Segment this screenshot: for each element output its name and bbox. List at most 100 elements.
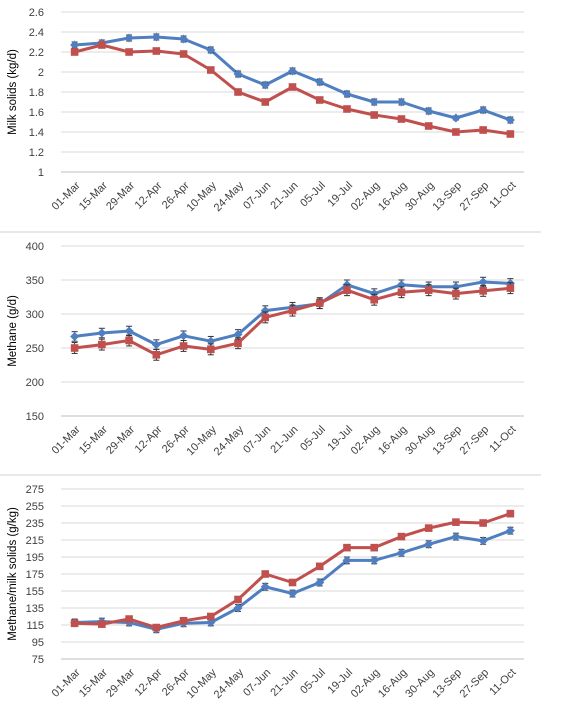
y-tick-label: 2.4 bbox=[29, 27, 44, 39]
data-point-diamond bbox=[424, 539, 434, 549]
data-point-square bbox=[479, 126, 487, 134]
x-tick-label: 05-Jul bbox=[298, 424, 328, 454]
data-point-diamond bbox=[478, 277, 488, 287]
x-tick-label: 27-Sep bbox=[458, 180, 492, 214]
y-tick-label: 155 bbox=[26, 586, 44, 598]
data-point-square bbox=[506, 130, 515, 138]
x-tick-label: 24-May bbox=[212, 666, 247, 701]
data-point-diamond bbox=[260, 80, 270, 90]
x-tick-label: 15-Mar bbox=[77, 179, 110, 212]
x-tick-label: 30-Aug bbox=[403, 424, 437, 458]
data-point-diamond bbox=[179, 331, 189, 341]
y-axis-label: Methane/milk solids (g/kg) bbox=[7, 507, 19, 641]
data-point-diamond bbox=[233, 603, 243, 613]
data-point-diamond bbox=[206, 45, 216, 55]
y-tick-label: 150 bbox=[26, 411, 44, 423]
x-tick-label: 07-Jun bbox=[241, 667, 273, 699]
data-point-diamond bbox=[70, 331, 80, 341]
data-point-diamond bbox=[97, 328, 107, 338]
data-point-square bbox=[234, 88, 242, 96]
data-point-square bbox=[98, 41, 106, 49]
y-tick-label: 1.6 bbox=[29, 107, 44, 119]
x-tick-label: 13-Sep bbox=[430, 667, 464, 701]
x-tick-label: 24-May bbox=[212, 423, 247, 458]
x-tick-label: 16-Aug bbox=[376, 180, 410, 214]
y-tick-label: 350 bbox=[26, 275, 44, 287]
x-tick-label: 12-Apr bbox=[133, 666, 165, 698]
y-tick-label: 400 bbox=[26, 241, 44, 253]
data-point-square bbox=[206, 612, 215, 621]
data-point-square bbox=[98, 620, 106, 628]
x-tick-label: 12-Apr bbox=[133, 179, 165, 211]
data-point-square bbox=[452, 128, 460, 136]
chart-panels: 11.21.41.61.822.22.42.601-Mar15-Mar29-Ma… bbox=[7, 7, 524, 701]
chart-3: 75 95 115 135 155 175 195 215 235 255 275 01-Mar15-… bbox=[7, 484, 524, 701]
data-point-square bbox=[125, 336, 133, 345]
y-tick-label: 195 bbox=[26, 552, 44, 564]
x-tick-label: 16-Aug bbox=[376, 667, 410, 701]
series-1 bbox=[70, 32, 515, 125]
series-line bbox=[74, 512, 511, 629]
x-tick-label: 02-Aug bbox=[349, 667, 383, 701]
data-point-square bbox=[152, 47, 161, 55]
y-tick-label: 115 bbox=[26, 620, 44, 632]
x-tick-label: 12-Apr bbox=[133, 423, 165, 455]
x-tick-label: 27-Sep bbox=[458, 424, 492, 458]
data-point-square bbox=[506, 509, 515, 518]
data-point-square bbox=[315, 299, 324, 307]
x-tick-label: 21-Jun bbox=[268, 424, 300, 456]
series-line bbox=[74, 286, 511, 357]
y-tick-label: 135 bbox=[26, 603, 44, 615]
data-point-diamond bbox=[342, 555, 352, 565]
y-tick-label: 75 bbox=[32, 654, 44, 666]
data-point-diamond bbox=[396, 97, 406, 107]
y-tick-label: 215 bbox=[26, 535, 44, 547]
x-tick-label: 11-Oct bbox=[487, 667, 518, 698]
data-point-square bbox=[261, 570, 270, 578]
data-point-diamond bbox=[478, 105, 488, 115]
data-point-square bbox=[343, 105, 351, 113]
data-point-square bbox=[452, 518, 460, 526]
y-tick-label: 2 bbox=[38, 67, 44, 79]
data-point-diamond bbox=[124, 33, 134, 43]
x-tick-label: 01-Mar bbox=[50, 666, 83, 699]
x-tick-label: 21-Jun bbox=[268, 667, 300, 699]
data-point-diamond bbox=[315, 578, 325, 587]
data-point-square bbox=[288, 306, 297, 315]
x-tick-label: 29-Mar bbox=[104, 666, 137, 699]
y-axis-label: Milk solids (kg/d) bbox=[7, 49, 19, 135]
x-tick-label: 01-Mar bbox=[50, 423, 83, 456]
data-point-diamond bbox=[478, 536, 488, 546]
data-point-diamond bbox=[233, 329, 243, 339]
data-point-diamond bbox=[70, 40, 80, 50]
data-point-square bbox=[343, 543, 351, 552]
data-point-square bbox=[288, 578, 297, 587]
series-2 bbox=[70, 509, 515, 632]
y-tick-label: 235 bbox=[26, 518, 44, 530]
y-axis-label: Methane (g/d) bbox=[7, 295, 19, 367]
data-point-square bbox=[506, 284, 515, 292]
x-tick-label: 02-Aug bbox=[349, 424, 383, 458]
x-tick-label: 05-Jul bbox=[298, 180, 328, 210]
x-tick-label: 16-Aug bbox=[376, 424, 410, 458]
data-point-square bbox=[261, 98, 270, 106]
data-point-diamond bbox=[260, 582, 270, 592]
y-tick-label: 255 bbox=[26, 501, 44, 513]
data-point-square bbox=[125, 615, 133, 623]
data-point-square bbox=[315, 562, 324, 571]
y-tick-label: 1.8 bbox=[29, 87, 44, 99]
y-tick-label: 1 bbox=[38, 167, 44, 179]
y-tick-label: 2.2 bbox=[29, 47, 44, 59]
data-point-square bbox=[152, 351, 161, 359]
x-tick-label: 01-Mar bbox=[50, 179, 83, 212]
data-point-diamond bbox=[260, 306, 270, 316]
data-point-square bbox=[261, 313, 270, 322]
data-point-square bbox=[370, 111, 379, 119]
data-point-square bbox=[397, 115, 406, 123]
data-point-square bbox=[424, 286, 433, 294]
data-point-square bbox=[288, 83, 297, 91]
data-point-square bbox=[370, 543, 379, 552]
data-point-diamond bbox=[233, 69, 243, 79]
data-point-diamond bbox=[505, 526, 515, 536]
series-2 bbox=[70, 41, 515, 138]
